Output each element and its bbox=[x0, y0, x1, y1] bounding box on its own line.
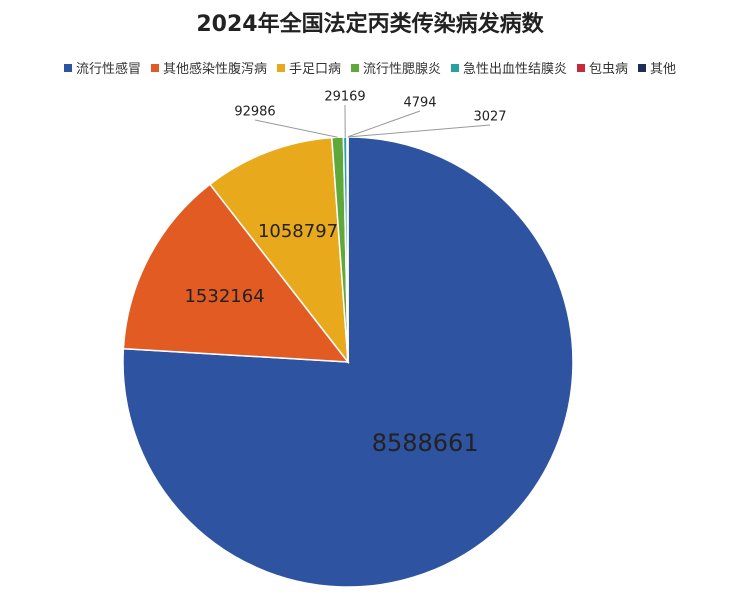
legend-swatch bbox=[350, 63, 359, 72]
legend-label: 手足口病 bbox=[288, 62, 341, 77]
legend-item: 其他感染性腹泻病 bbox=[150, 58, 267, 77]
data-label: 92986 bbox=[234, 105, 275, 120]
legend-item: 急性出血性结膜炎 bbox=[451, 58, 567, 77]
legend-label: 其他 bbox=[650, 62, 677, 77]
data-label: 29169 bbox=[324, 90, 365, 105]
legend-item: 包虫病 bbox=[577, 58, 628, 77]
data-label: 3027 bbox=[473, 110, 506, 125]
pie-slice bbox=[122, 136, 574, 588]
legend-swatch bbox=[276, 63, 285, 72]
legend-item: 手足口病 bbox=[276, 58, 341, 77]
leader-line bbox=[347, 124, 491, 138]
legend-label: 包虫病 bbox=[589, 62, 629, 77]
data-label: 1532164 bbox=[184, 286, 264, 307]
data-label: 8588661 bbox=[372, 429, 479, 457]
legend-label: 流行性感冒 bbox=[75, 62, 141, 77]
legend-swatch bbox=[63, 63, 72, 72]
data-label: 1058797 bbox=[258, 221, 338, 242]
legend-swatch bbox=[638, 63, 647, 72]
pie-slice bbox=[122, 183, 350, 363]
legend-swatch bbox=[150, 63, 159, 72]
legend-item: 流行性感冒 bbox=[63, 58, 141, 77]
legend-label: 急性出血性结膜炎 bbox=[463, 62, 568, 77]
legend-label: 其他感染性腹泻病 bbox=[162, 62, 267, 77]
leader-line bbox=[254, 119, 338, 138]
legend-item: 流行性腮腺炎 bbox=[350, 58, 441, 77]
leader-line bbox=[347, 110, 421, 138]
legend-label: 流行性腮腺炎 bbox=[362, 62, 441, 77]
legend: 流行性感冒 其他感染性腹泻病 手足口病 流行性腮腺炎 急性出血性结膜炎 包虫病 其他 bbox=[0, 58, 740, 77]
legend-swatch bbox=[577, 63, 586, 72]
legend-item: 其他 bbox=[638, 58, 676, 77]
data-label: 4794 bbox=[403, 96, 436, 111]
chart-title: 2024年全国法定丙类传染病发病数 bbox=[196, 12, 544, 37]
legend-swatch bbox=[451, 63, 459, 72]
pie-slice bbox=[208, 136, 349, 365]
